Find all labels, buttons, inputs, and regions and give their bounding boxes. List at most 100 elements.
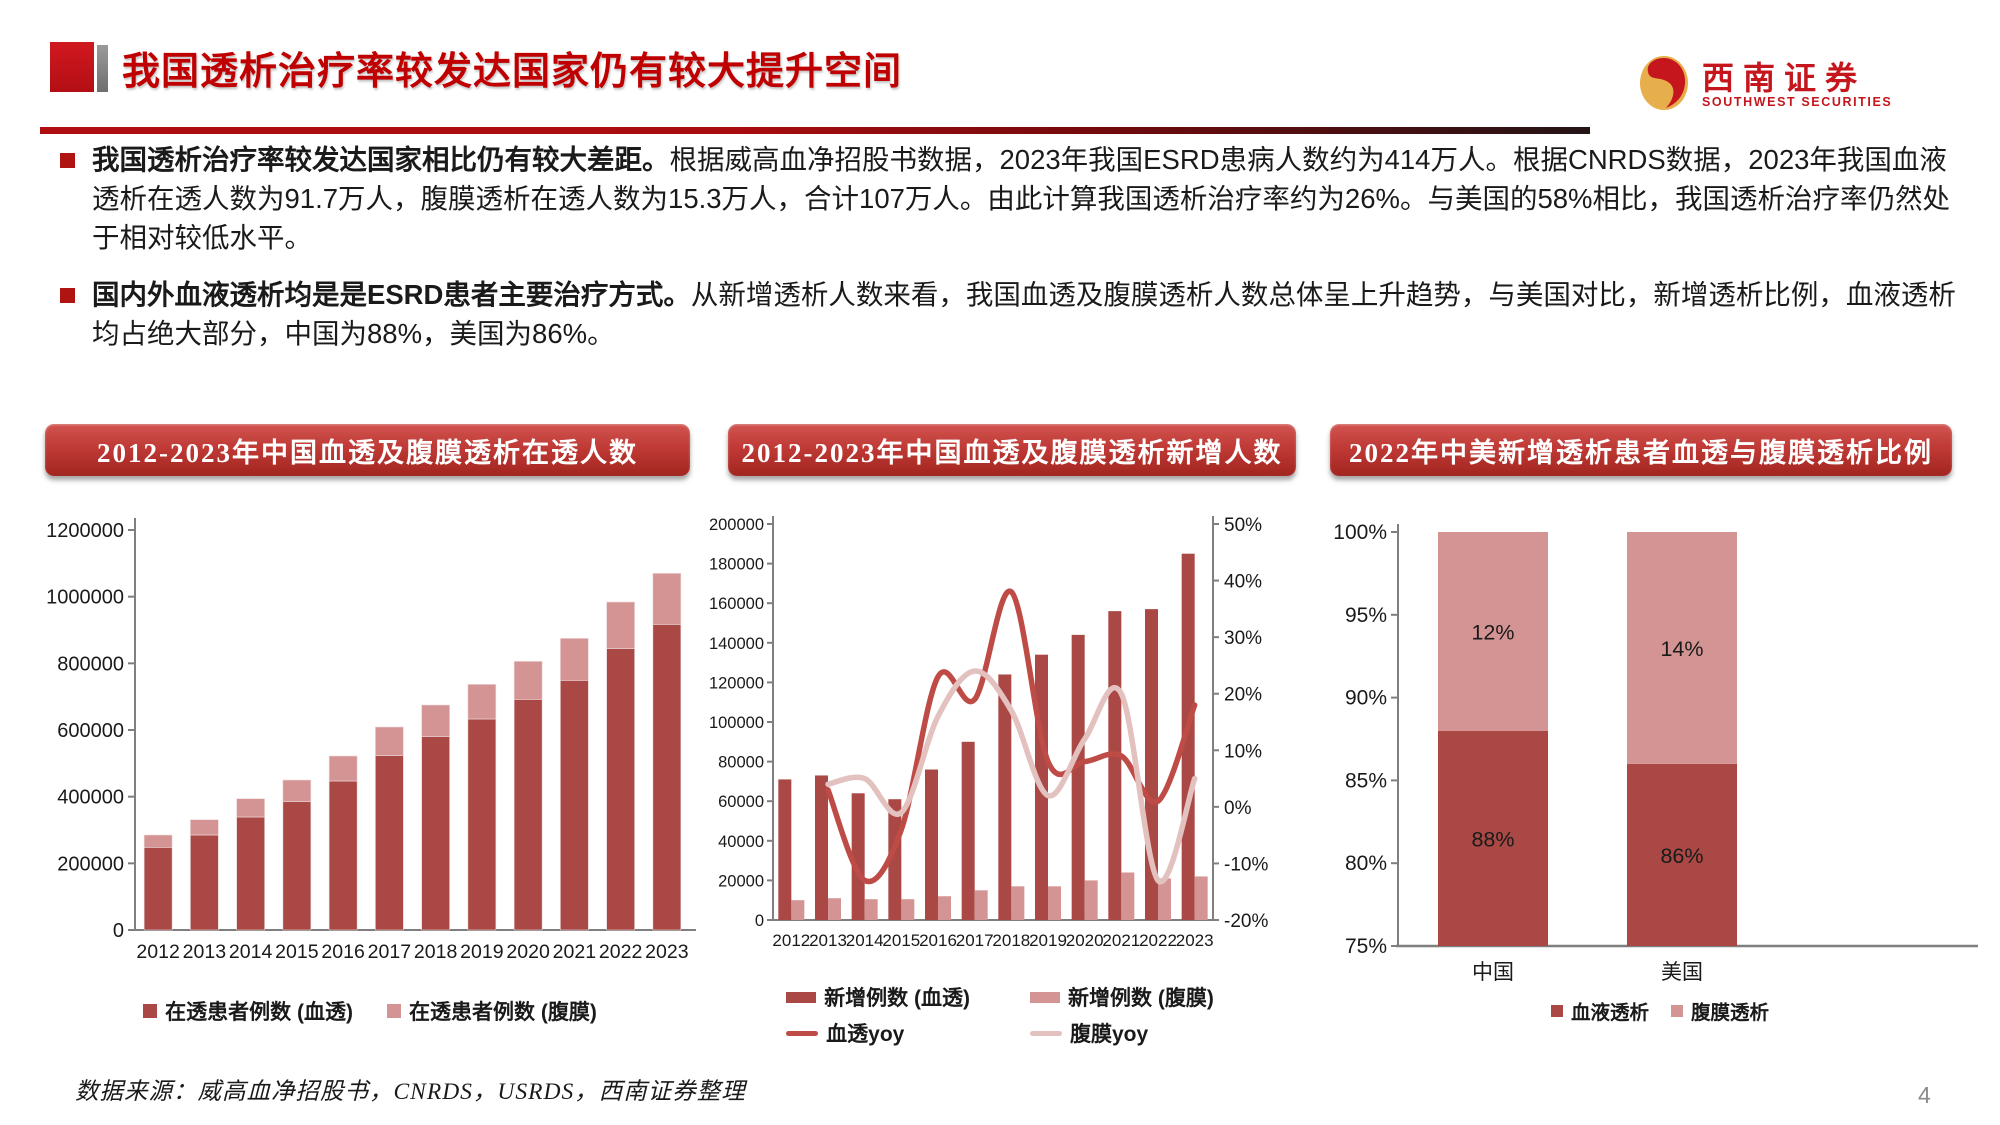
svg-text:95%: 95% [1345, 604, 1387, 627]
svg-text:12%: 12% [1471, 620, 1514, 644]
svg-text:40000: 40000 [718, 833, 764, 851]
chart-3-title-banner: 2022年中美新增透析患者血透与腹膜透析比例 [1330, 424, 1952, 476]
svg-text:85%: 85% [1345, 769, 1387, 792]
svg-text:美国: 美国 [1661, 961, 1703, 984]
svg-text:1000000: 1000000 [46, 587, 124, 609]
svg-text:2019: 2019 [1029, 931, 1067, 950]
svg-text:2016: 2016 [919, 931, 957, 950]
svg-text:2017: 2017 [956, 931, 994, 950]
legend-swatch-pd-line-icon [1030, 1030, 1062, 1036]
svg-text:2012: 2012 [772, 931, 810, 950]
svg-text:2018: 2018 [414, 941, 457, 963]
title-red-square [50, 42, 94, 92]
chart-2-legend: 新增例数 (血透) 血透yoy 新增例数 (腹膜) 腹膜yoy [700, 982, 1300, 1048]
svg-text:80000: 80000 [718, 754, 764, 772]
bullet-item-2: 国内外血液透析均是是ESRD患者主要治疗方式。从新增透析人数来看，我国血透及腹膜… [60, 275, 1960, 353]
svg-text:90%: 90% [1345, 687, 1387, 710]
legend-swatch-hd-icon [143, 1004, 158, 1018]
legend-item: 新增例数 (腹膜) [1030, 982, 1214, 1012]
svg-text:1200000: 1200000 [46, 520, 124, 542]
chart-2-title-banner: 2012-2023年中国血透及腹膜透析新增人数 [728, 424, 1296, 476]
legend-label: 血透yoy [826, 1023, 905, 1046]
svg-text:2020: 2020 [506, 941, 550, 963]
svg-text:0: 0 [755, 912, 764, 930]
svg-text:200000: 200000 [709, 516, 764, 534]
svg-text:30%: 30% [1224, 628, 1262, 649]
svg-text:20000: 20000 [718, 872, 764, 890]
svg-text:40%: 40% [1224, 572, 1262, 593]
svg-text:2017: 2017 [368, 941, 411, 963]
chart-1-legend: 在透患者例数 (血透) 在透患者例数 (腹膜) [40, 996, 700, 1026]
svg-text:2020: 2020 [1066, 931, 1104, 950]
bullet-text-2: 国内外血液透析均是是ESRD患者主要治疗方式。从新增透析人数来看，我国血透及腹膜… [92, 275, 1960, 353]
chart-3-percent-stacked-bar: 75% 80% 85% 90% 95% 100% 88% 12% 中国 86% 14% 美国 [1333, 521, 1978, 984]
bullet-1-lead: 我国透析治疗率较发达国家相比仍有较大差距。 [92, 144, 670, 175]
svg-text:86%: 86% [1660, 844, 1703, 868]
legend-swatch-hd-bar-icon [786, 991, 817, 1003]
svg-text:2021: 2021 [1102, 931, 1140, 950]
bullet-1-body: 根据威高血净招股书数据，2023年我国ESRD患病人数约为414万人。根据CNR… [92, 144, 1951, 254]
svg-text:60000: 60000 [718, 793, 764, 811]
svg-text:2021: 2021 [553, 941, 596, 963]
bullet-marker-icon [60, 288, 75, 304]
svg-text:200000: 200000 [57, 853, 124, 875]
svg-text:2022: 2022 [599, 941, 642, 963]
svg-text:2015: 2015 [882, 931, 920, 950]
svg-text:0%: 0% [1224, 798, 1252, 819]
legend-label: 新增例数 (腹膜) [1068, 987, 1214, 1010]
header-divider [40, 127, 1590, 134]
chart-3-legend: 血液透析 腹膜透析 [1330, 996, 1990, 1025]
bullet-2-lead: 国内外血液透析均是是ESRD患者主要治疗方式。 [92, 279, 691, 311]
svg-text:14%: 14% [1660, 637, 1703, 661]
svg-text:2015: 2015 [275, 941, 319, 963]
legend-column: 新增例数 (腹膜) 腹膜yoy [1030, 982, 1214, 1048]
legend-item: 新增例数 (血透) [786, 982, 970, 1012]
legend-swatch-pd-icon [1671, 1004, 1683, 1017]
legend-label: 腹膜透析 [1691, 1002, 1770, 1024]
bullet-text-1: 我国透析治疗率较发达国家相比仍有较大差距。根据威高血净招股书数据，2023年我国… [92, 140, 1960, 257]
svg-text:80%: 80% [1345, 852, 1387, 875]
legend-label: 在透患者例数 (血透) [165, 1001, 353, 1024]
title-gray-square [97, 45, 108, 92]
bullet-item-1: 我国透析治疗率较发达国家相比仍有较大差距。根据威高血净招股书数据，2023年我国… [60, 140, 1960, 257]
svg-text:400000: 400000 [57, 787, 124, 809]
svg-text:中国: 中国 [1472, 961, 1514, 984]
svg-text:0: 0 [113, 920, 124, 942]
data-source-note: 数据来源：威高血净招股书，CNRDS，USRDS，西南证券整理 [75, 1079, 746, 1105]
logo-text-cn: 西南证券 [1702, 59, 1867, 96]
legend-swatch-pd-icon [387, 1004, 401, 1018]
svg-text:50%: 50% [1224, 515, 1262, 536]
chart-2-combo-bar-line: 0 20000 40000 60000 80000 100000 120000 140000 1… [709, 515, 1269, 950]
svg-text:2012: 2012 [136, 941, 179, 963]
legend-item: 血透yoy [786, 1018, 970, 1048]
svg-text:160000: 160000 [709, 595, 764, 613]
svg-text:2023: 2023 [645, 941, 688, 963]
legend-item: 腹膜透析 [1671, 996, 1769, 1025]
bullet-2-body: 从新增透析人数来看，我国血透及腹膜透析人数总体呈上升趋势，与美国对比，新增透析比… [92, 279, 1956, 350]
svg-text:2022: 2022 [1139, 931, 1177, 950]
bullet-marker-icon [60, 153, 75, 168]
legend-swatch-pd-bar-icon [1030, 991, 1060, 1003]
legend-swatch-hd-line-icon [786, 1030, 819, 1036]
svg-text:2016: 2016 [321, 941, 364, 963]
summary-bullets: 我国透析治疗率较发达国家相比仍有较大差距。根据威高血净招股书数据，2023年我国… [60, 140, 1960, 353]
svg-text:600000: 600000 [57, 720, 124, 742]
legend-label: 新增例数 (血透) [824, 987, 970, 1010]
svg-text:-20%: -20% [1224, 911, 1268, 932]
svg-text:2014: 2014 [229, 941, 273, 963]
legend-label: 腹膜yoy [1070, 1023, 1149, 1046]
svg-text:88%: 88% [1471, 827, 1514, 851]
svg-text:2014: 2014 [846, 931, 884, 950]
logo-text-en: SOUTHWEST SECURITIES [1702, 95, 1893, 110]
legend-item: 在透患者例数 (血透) [143, 996, 353, 1026]
svg-text:180000: 180000 [709, 556, 764, 574]
legend-item: 在透患者例数 (腹膜) [387, 996, 597, 1026]
svg-text:75%: 75% [1345, 935, 1387, 958]
chart-1-title-banner: 2012-2023年中国血透及腹膜透析在透人数 [45, 424, 690, 476]
svg-text:120000: 120000 [709, 674, 764, 692]
svg-text:2023: 2023 [1176, 931, 1214, 950]
legend-label: 血液透析 [1570, 1002, 1649, 1024]
legend-item: 血液透析 [1550, 996, 1649, 1025]
svg-text:2018: 2018 [992, 931, 1030, 950]
svg-text:100%: 100% [1333, 521, 1387, 544]
